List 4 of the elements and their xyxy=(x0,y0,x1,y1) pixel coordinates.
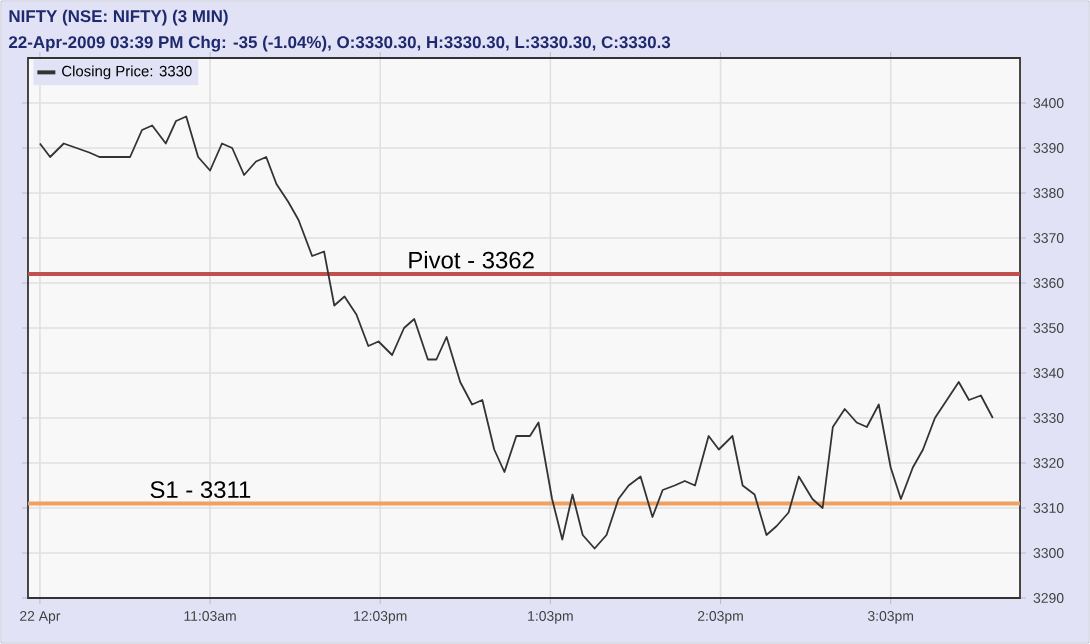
ref-line-label: S1 - 3311 xyxy=(150,481,251,499)
ref-line-label: Pivot - 3362 xyxy=(409,251,534,269)
chart-title: NIFTY (NSE: NIFTY) (3 MIN) xyxy=(9,9,228,26)
chart-subtitle: 22-Apr-2009 03:39 PM Chg: -35 (-1.04%), O:3330.30, H:3330.30, L:3330.30, C:3330.3 xyxy=(8,35,671,52)
